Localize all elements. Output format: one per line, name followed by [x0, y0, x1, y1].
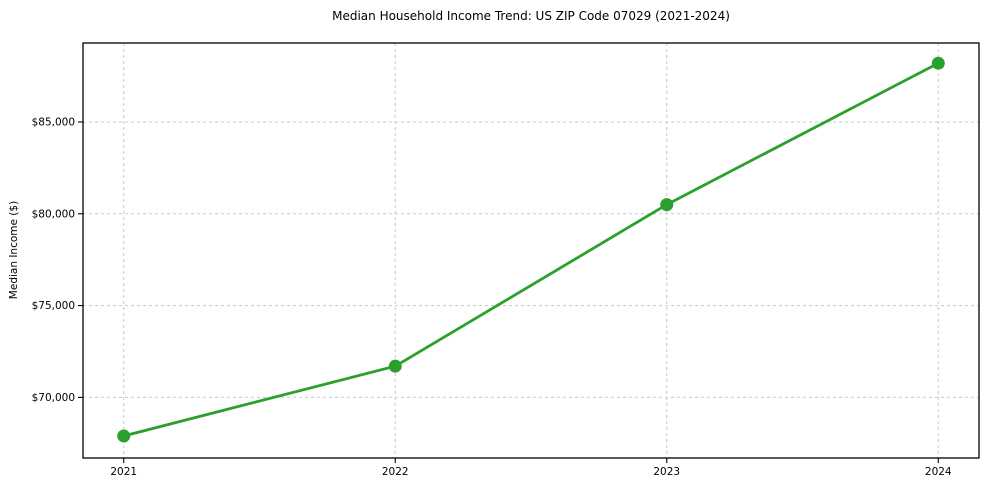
- y-tick-label: $70,000: [32, 392, 75, 404]
- x-tick-label: 2023: [653, 466, 680, 478]
- data-point-2021: [117, 429, 131, 443]
- trend-line: [122, 61, 940, 438]
- y-tick-label: $85,000: [32, 116, 75, 128]
- plot-border: [82, 42, 980, 459]
- x-tick-label: 2024: [925, 466, 952, 478]
- data-point-2024: [931, 56, 945, 70]
- chart-title: Median Household Income Trend: US ZIP Co…: [332, 9, 730, 23]
- data-point-2022: [388, 359, 402, 373]
- x-tick-label: 2021: [110, 466, 137, 478]
- y-tick-label: $80,000: [32, 208, 75, 220]
- y-tick-label: $75,000: [32, 300, 75, 312]
- data-point-2023: [660, 198, 674, 212]
- x-tick-label: 2022: [382, 466, 409, 478]
